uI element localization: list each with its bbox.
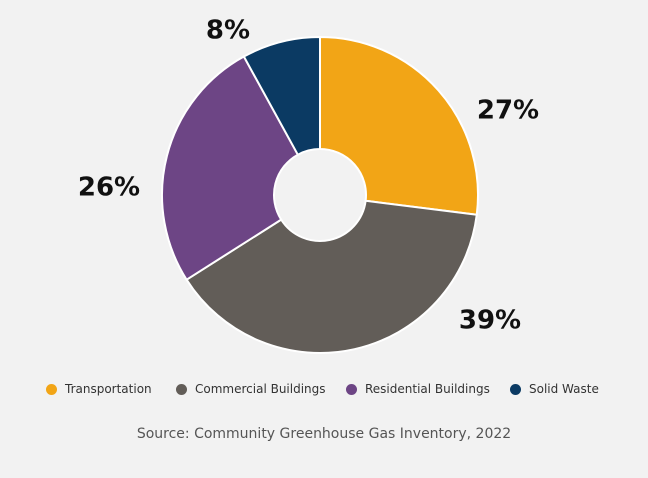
legend-swatch-commercial-buildings: [176, 383, 187, 395]
legend-item-commercial-buildings: Commercial Buildings: [176, 378, 326, 400]
legend-label-residential-buildings: Residential Buildings: [365, 382, 490, 396]
legend-item-transportation: Transportation: [46, 378, 152, 400]
legend-item-residential-buildings: Residential Buildings: [346, 378, 490, 400]
label-group: 27% 39% 26% 8%: [78, 16, 539, 336]
data-label-solid-waste: 8%: [206, 16, 250, 46]
legend-item-solid-waste: Solid Waste: [510, 378, 599, 400]
legend-label-transportation: Transportation: [65, 382, 152, 396]
data-label-transportation: 27%: [477, 96, 539, 126]
legend-swatch-solid-waste: [510, 383, 521, 395]
data-label-residential-buildings: 26%: [78, 173, 140, 203]
source-note: Source: Community Greenhouse Gas Invento…: [136, 426, 512, 442]
slice-residential-buildings: [161, 55, 300, 282]
slice-solid-waste: [242, 35, 321, 157]
slice-transportation: [319, 35, 479, 216]
data-label-commercial-buildings: 39%: [459, 306, 521, 336]
legend-swatch-transportation: [46, 383, 57, 395]
legend-label-commercial-buildings: Commercial Buildings: [195, 382, 326, 396]
legend-label-solid-waste: Solid Waste: [529, 382, 599, 396]
slice-group: [161, 35, 479, 354]
legend-swatch-residential-buildings: [346, 383, 357, 395]
slice-commercial-buildings: [185, 199, 478, 354]
legend: Transportation Commercial Buildings Resi…: [0, 378, 648, 400]
